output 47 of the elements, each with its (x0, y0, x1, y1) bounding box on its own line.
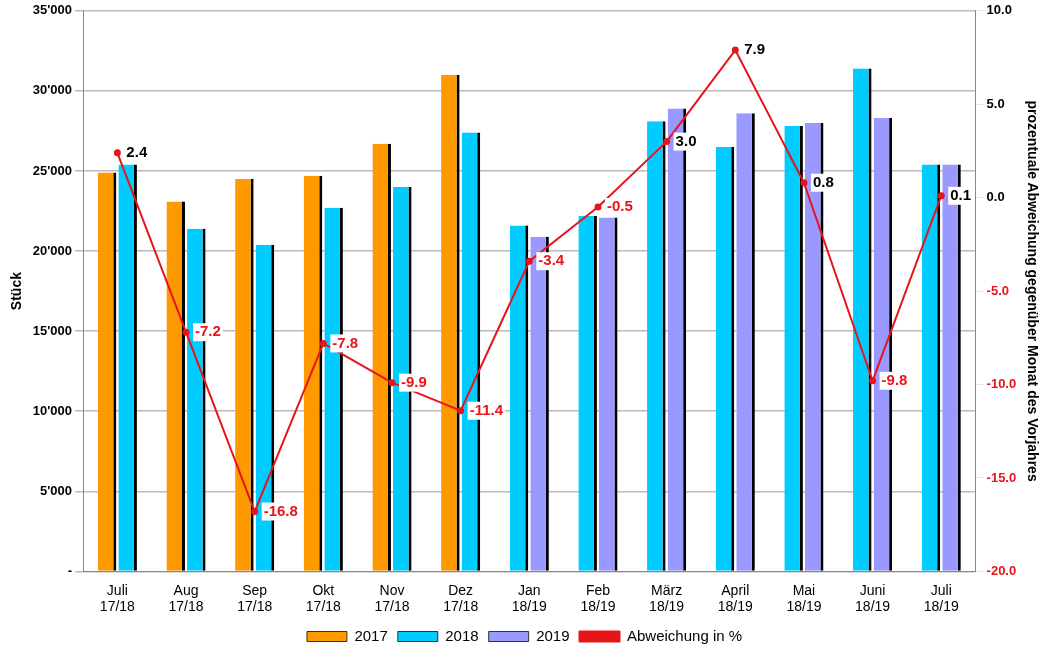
y2-tick-label: -20.0 (986, 562, 1017, 578)
legend-label: 2019 (536, 626, 570, 644)
data-label: -7.8 (332, 333, 359, 351)
data-label: -0.5 (606, 197, 633, 215)
x-tick-label: Juli 18/19 (923, 581, 959, 615)
data-label: 0.8 (812, 172, 834, 190)
y-tick-label: 15'000 (32, 322, 73, 338)
x-tick-label: Sep 17/18 (237, 581, 273, 615)
y-axis-title: Stück (8, 271, 25, 311)
y-tick-label: 20'000 (32, 242, 73, 258)
y2-tick-label: -5.0 (986, 282, 1009, 298)
y-tick-label: 30'000 (32, 82, 73, 98)
y2-axis-title: prozentuale Abweichung gegenüber Monat des Vorjahres (1024, 100, 1041, 482)
x-tick-label: Dez 17/18 (443, 581, 479, 615)
data-label: -3.4 (538, 251, 565, 269)
y2-tick-label: -10.0 (986, 376, 1017, 392)
legend-label: 2017 (354, 626, 388, 644)
data-label: -9.9 (400, 372, 427, 390)
legend-label: 2018 (445, 626, 479, 644)
x-tick-label: Juli 17/18 (99, 581, 136, 615)
y2-tick-label: 0.0 (986, 189, 1005, 205)
x-tick-label: April 18/19 (717, 581, 753, 615)
data-label: -9.8 (881, 370, 908, 388)
x-tick-label: Juni 18/19 (855, 581, 891, 615)
data-label: -16.8 (263, 501, 298, 519)
legend-label: Abweichung in % (627, 626, 743, 644)
y2-tick-label: 10.0 (986, 2, 1012, 18)
data-label: 2.4 (126, 142, 148, 160)
y-tick-label: 10'000 (32, 402, 73, 418)
data-label: 7.9 (744, 40, 766, 58)
x-tick-label: Feb 18/19 (580, 581, 616, 615)
x-tick-label: Mai 18/19 (786, 581, 822, 615)
x-tick-label: Aug 17/18 (168, 581, 204, 615)
y2-tick-label: 5.0 (986, 95, 1005, 111)
x-tick-label: März 18/19 (649, 581, 685, 615)
y-tick-label: - (67, 562, 73, 578)
x-tick-label: Nov 17/18 (374, 581, 410, 615)
data-label: -7.2 (195, 322, 221, 340)
y-tick-label: 25'000 (32, 162, 73, 178)
y2-tick-label: -15.0 (986, 469, 1017, 485)
y-tick-label: 35'000 (32, 2, 73, 18)
x-tick-label: Jan 18/19 (511, 581, 548, 615)
data-label: 0.1 (950, 185, 972, 203)
data-label: 3.0 (675, 131, 697, 149)
x-tick-label: Okt 17/18 (305, 581, 342, 615)
y-tick-label: 5'000 (40, 482, 73, 498)
data-label: -11.4 (469, 400, 504, 418)
